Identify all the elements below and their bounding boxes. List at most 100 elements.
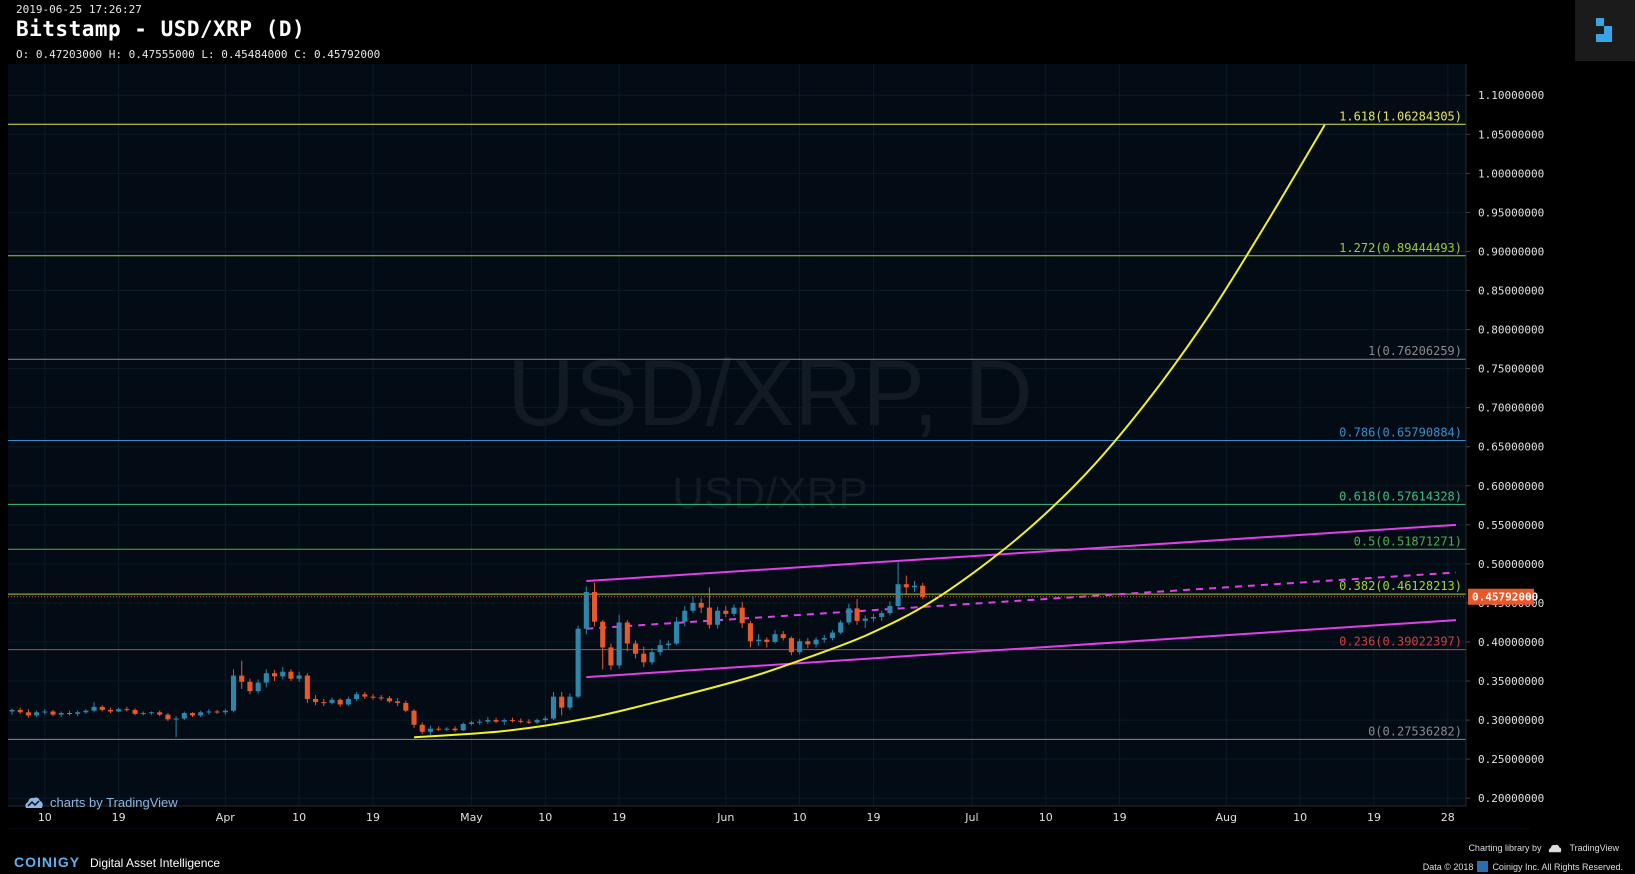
candle [17,707,23,714]
candle [321,698,327,707]
candle [862,615,868,628]
candle-body [723,610,729,614]
candle [854,599,860,625]
candle-body [821,638,827,640]
candle [747,620,753,648]
candle [329,697,335,705]
tradingview-cloud-icon [25,797,43,808]
candle [222,709,228,715]
parabolic-curve [413,124,1326,739]
candle-body [58,713,64,715]
candle-body [75,712,81,714]
charting-credit-tv[interactable]: TradingView [1569,843,1619,853]
candle [911,581,918,592]
y-tick-label: 0.40000000 [1478,636,1544,649]
candle [362,691,368,699]
candle-body [436,728,442,730]
candle-body [583,591,589,629]
fib-label-0.236: 0.236(0.39022397) [1339,635,1462,649]
candle [247,678,253,695]
ohlc-readout: O: 0.47203000 H: 0.47555000 L: 0.4548400… [16,48,381,61]
x-tick-label: 10 [292,811,306,824]
candle [395,698,401,707]
candle [173,716,179,738]
candle [690,596,696,614]
x-tick-label: Jul [964,811,978,824]
candle-body [641,653,647,663]
candle-body [690,602,696,611]
candle [206,709,212,715]
candle [772,630,778,644]
candle [608,643,614,671]
candle-body [600,621,606,648]
candle [526,719,532,724]
candle-body [354,694,360,699]
candle [493,717,499,724]
x-tick-label: 19 [112,811,126,824]
candle-body [157,712,163,715]
channel-lower-line [586,619,1457,679]
candle-body [42,711,48,713]
candle [920,582,926,600]
candle [91,702,97,713]
candle [25,709,31,718]
candle-body [386,698,392,702]
candle [542,716,548,723]
candle [805,638,811,649]
coinigy-brand[interactable]: COINIGY [14,854,80,870]
candle-body [501,720,507,722]
y-tick-label: 0.35000000 [1478,675,1544,688]
fib-label-0.786: 0.786(0.65790884) [1339,426,1462,440]
fib-label-0.5: 0.5(0.51871271) [1354,534,1462,548]
coinigy-logo-icon[interactable] [1575,0,1635,61]
candle-body [337,699,343,705]
candle-body [870,616,877,619]
x-tick-label: 19 [612,811,626,824]
timestamp: 2019-06-25 17:26:27 [16,3,142,16]
candle [354,691,360,702]
copyright-company: Coinigy Inc. All Rights Reserved. [1492,861,1623,872]
candle-body [321,702,327,704]
candle-body [247,681,253,692]
candle [419,722,425,735]
y-tick-label: 0.85000000 [1478,285,1544,298]
y-tick-label: 0.75000000 [1478,363,1544,376]
candle [903,575,909,594]
x-tick-label: Jun [716,811,734,824]
candle-body [181,713,187,719]
candle-body [731,607,737,614]
y-tick-label: 0.65000000 [1478,441,1544,454]
candle [66,710,72,716]
x-tick-label: 10 [538,811,552,824]
candle-body [296,675,302,679]
candle [633,640,639,659]
y-axis-panel [1466,64,1635,828]
candle-body [206,711,212,713]
candle [50,709,56,717]
candle [83,709,89,714]
candle-body [427,728,433,732]
candle-body [879,613,885,617]
candle [559,691,565,716]
candle-body [272,673,278,677]
candle [189,712,196,717]
candle [682,606,688,627]
candle-body [263,673,269,683]
candle [140,711,146,716]
candle [591,582,598,627]
x-tick-label: 10 [1293,811,1307,824]
tradingview-badge[interactable]: charts by TradingView [24,792,178,812]
candle [99,705,105,712]
candle-body [468,722,474,724]
y-tick-label: 0.55000000 [1478,519,1544,532]
y-tick-label: 1.00000000 [1478,167,1544,180]
candle-body [575,628,581,697]
candle-body [419,724,425,732]
tradingview-footer-icon [1549,844,1562,853]
candle [788,636,794,656]
candle-body [91,706,97,711]
x-tick-label: 10 [793,811,807,824]
candle [477,719,483,725]
candle [895,562,901,610]
